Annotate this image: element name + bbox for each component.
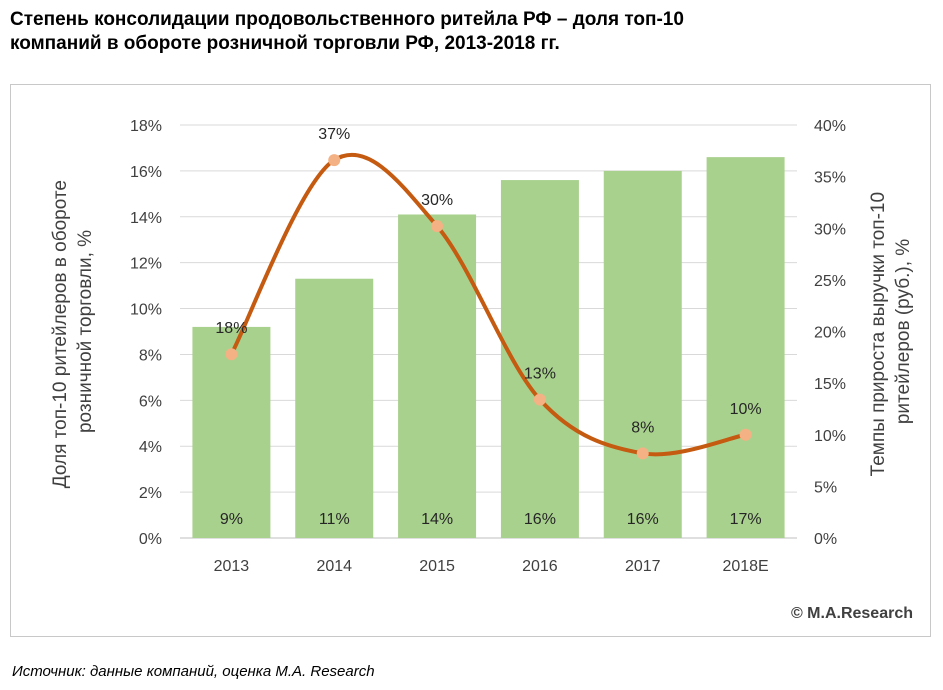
bar	[603, 170, 682, 538]
right-tick-label: 40%	[814, 118, 846, 135]
bar-data-label: 9%	[220, 511, 243, 528]
growth-data-label: 10%	[730, 401, 762, 418]
bar-data-labels: 9% 11% 14% 16% 16% 17%	[220, 511, 762, 528]
right-tick-label: 30%	[814, 221, 846, 238]
left-tick-label: 8%	[139, 347, 162, 364]
x-tick-label: 2015	[419, 558, 455, 575]
bar	[295, 278, 374, 538]
bar-data-label: 11%	[319, 511, 350, 528]
left-axis-title-line-1: Доля топ-10 ритейлеров в обороте	[50, 180, 71, 488]
right-tick-label: 20%	[814, 325, 846, 342]
bar-data-label: 14%	[421, 511, 453, 528]
bar	[398, 214, 477, 538]
left-tick-label: 0%	[139, 531, 162, 548]
right-tick-label: 0%	[814, 531, 837, 548]
left-tick-label: 2%	[139, 485, 162, 502]
left-tick-label: 14%	[130, 210, 162, 227]
right-tick-label: 35%	[814, 170, 846, 187]
growth-marker	[739, 428, 752, 441]
growth-marker	[225, 348, 238, 361]
bar-data-label: 17%	[730, 511, 762, 528]
growth-data-label: 30%	[421, 192, 453, 209]
right-axis-title: Темпы прироста выручки топ-10 ритейлеров…	[868, 187, 914, 477]
growth-data-label: 37%	[318, 126, 350, 143]
left-axis-title: Доля топ-10 ритейлеров в обороте розничн…	[50, 175, 96, 488]
x-tick-label: 2016	[522, 558, 558, 575]
right-axis-ticks: 0% 5% 10% 15% 20% 25% 30% 35% 40%	[814, 118, 846, 548]
bar-data-label: 16%	[627, 511, 659, 528]
copyright-text: © M.A.Research	[791, 605, 913, 622]
growth-marker	[636, 447, 649, 460]
x-tick-label: 2014	[316, 558, 352, 575]
right-tick-label: 10%	[814, 428, 846, 445]
growth-marker	[328, 154, 341, 167]
left-tick-label: 16%	[130, 164, 162, 181]
grid-lines	[180, 124, 797, 539]
growth-data-labels: 18% 37% 30% 13% 8% 10%	[215, 126, 761, 436]
bar	[706, 157, 785, 538]
source-note: Источник: данные компаний, оценка M.A. R…	[12, 663, 375, 680]
chart-title-line-1: Степень консолидации продовольственного …	[10, 9, 684, 30]
growth-markers	[225, 154, 752, 460]
growth-marker	[431, 220, 444, 233]
left-axis-title-line-2: розничной торговли, %	[75, 230, 96, 433]
x-tick-label: 2017	[625, 558, 661, 575]
x-axis-ticks: 2013 2014 2015 2016 2017 2018E	[214, 558, 769, 575]
bar	[192, 326, 271, 538]
growth-marker	[533, 393, 546, 406]
left-tick-label: 6%	[139, 393, 162, 410]
growth-data-label: 18%	[215, 320, 247, 337]
growth-data-label: 13%	[524, 366, 556, 383]
right-axis-title-line-2: ритейлеров (руб.), %	[893, 239, 914, 424]
chart-frame	[10, 84, 931, 637]
left-tick-label: 12%	[130, 256, 162, 273]
chart-title: Степень консолидации продовольственного …	[10, 8, 930, 56]
bar-series	[192, 157, 785, 539]
right-tick-label: 25%	[814, 273, 846, 290]
growth-data-label: 8%	[631, 419, 654, 436]
left-tick-label: 10%	[130, 302, 162, 319]
left-tick-label: 18%	[130, 118, 162, 135]
left-tick-label: 4%	[139, 439, 162, 456]
x-tick-label: 2018E	[722, 558, 768, 575]
bar-data-label: 16%	[524, 511, 556, 528]
right-axis-title-line-1: Темпы прироста выручки топ-10	[868, 192, 889, 476]
chart-title-line-2: компаний в обороте розничной торговли РФ…	[10, 33, 560, 54]
right-tick-label: 15%	[814, 376, 846, 393]
right-tick-label: 5%	[814, 479, 837, 496]
left-axis-ticks: 0% 2% 4% 6% 8% 10% 12% 14% 16% 18%	[130, 118, 162, 548]
x-tick-label: 2013	[214, 558, 250, 575]
